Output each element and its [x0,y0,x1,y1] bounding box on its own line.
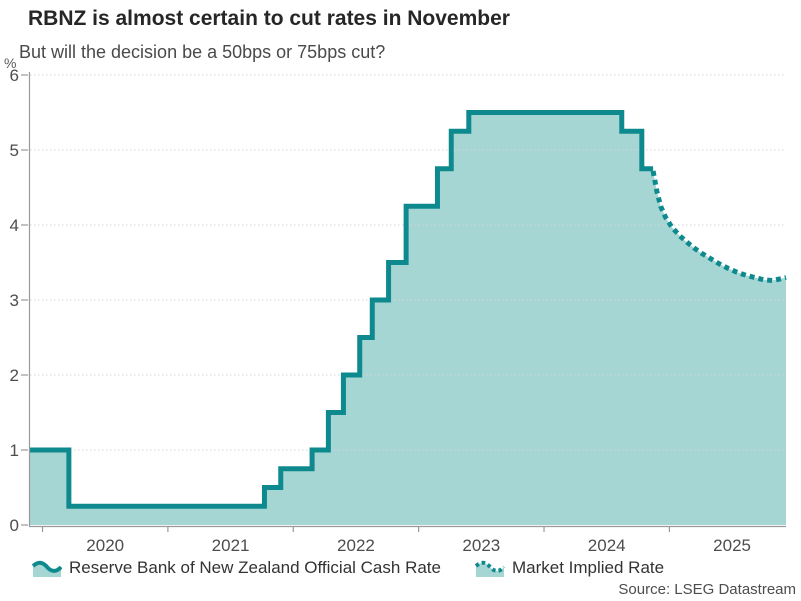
svg-text:2023: 2023 [462,536,500,555]
legend-label-official-cash-rate: Reserve Bank of New Zealand Official Cas… [69,558,441,577]
chart-title: RBNZ is almost certain to cut rates in N… [28,7,510,30]
legend: Reserve Bank of New Zealand Official Cas… [32,558,664,578]
svg-text:2: 2 [10,366,19,385]
legend-label-market-implied-rate: Market Implied Rate [511,558,665,577]
svg-text:2020: 2020 [86,536,124,555]
solid-area-line-legend-icon [32,560,62,577]
svg-text:5: 5 [10,141,19,160]
source-attribution: Source: LSEG Datastream [618,581,796,598]
dotted-line-legend-icon [474,560,505,577]
chart-subtitle: But will the decision be a 50bps or 75bp… [19,42,386,62]
y-axis-unit-label: % [4,55,17,71]
svg-text:2024: 2024 [588,536,626,555]
svg-text:1: 1 [10,441,19,460]
svg-text:2021: 2021 [212,536,250,555]
legend-item-market-implied-rate: Market Implied Rate [474,558,665,578]
legend-item-official-cash-rate: Reserve Bank of New Zealand Official Cas… [32,558,441,578]
svg-text:2022: 2022 [337,536,375,555]
svg-text:6: 6 [10,66,19,85]
svg-text:4: 4 [10,216,19,235]
svg-text:3: 3 [10,291,19,310]
svg-text:0: 0 [10,516,19,535]
svg-text:2025: 2025 [713,536,751,555]
